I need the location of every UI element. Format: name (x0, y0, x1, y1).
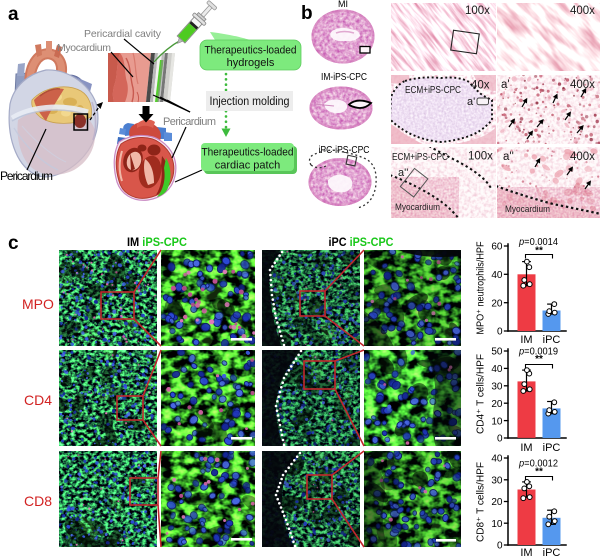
svg-text:MPO: MPO (22, 296, 54, 312)
svg-text:IM-iPS-CPC: IM-iPS-CPC (321, 72, 367, 83)
svg-text:a: a (8, 4, 19, 25)
svg-text:iPC-iPS-CPC: iPC-iPS-CPC (319, 145, 370, 156)
svg-text:Therapeutics-loaded: Therapeutics-loaded (202, 147, 294, 159)
svg-text:10: 10 (491, 416, 503, 427)
svg-text:0: 0 (497, 541, 503, 552)
svg-text:40: 40 (491, 454, 503, 465)
svg-text:Therapeutics-loaded: Therapeutics-loaded (205, 45, 297, 57)
svg-text:p=0.0014: p=0.0014 (518, 236, 558, 248)
svg-text:100x: 100x (465, 5, 490, 17)
svg-text:p=0.0012: p=0.0012 (518, 458, 558, 470)
svg-text:CD8: CD8 (24, 493, 52, 509)
svg-text:Myocardium: Myocardium (57, 42, 111, 54)
svg-text:CD4⁺ T cells/HPF: CD4⁺ T cells/HPF (476, 354, 487, 434)
svg-text:50: 50 (491, 347, 503, 358)
svg-text:20: 20 (491, 399, 503, 410)
svg-text:20: 20 (491, 497, 503, 508)
svg-text:40: 40 (491, 270, 503, 281)
svg-text:a': a' (467, 96, 475, 108)
svg-text:cardiac patch: cardiac patch (215, 160, 280, 172)
svg-text:Pericardium: Pericardium (0, 169, 53, 183)
svg-text:400x: 400x (570, 5, 595, 17)
svg-text:MPO⁺ neutrophils/HPF: MPO⁺ neutrophils/HPF (476, 242, 487, 335)
svg-text:c: c (8, 233, 19, 254)
svg-text:30: 30 (491, 475, 503, 486)
svg-text:60: 60 (491, 242, 503, 253)
svg-text:ECM+iPS-CPC: ECM+iPS-CPC (392, 152, 448, 163)
svg-text:Injection molding: Injection molding (210, 96, 290, 108)
svg-text:b: b (301, 3, 313, 24)
svg-text:iPC: iPC (543, 547, 561, 557)
svg-text:IM: IM (520, 547, 532, 557)
svg-text:400x: 400x (570, 79, 595, 91)
svg-text:iPC: iPC (543, 334, 561, 346)
svg-text:iPC: iPC (543, 442, 561, 454)
svg-text:IM: IM (520, 442, 532, 454)
svg-text:**: ** (535, 354, 543, 365)
svg-text:Pericardial cavity: Pericardial cavity (84, 28, 162, 40)
svg-text:a': a' (501, 79, 510, 91)
svg-text:20: 20 (491, 298, 503, 309)
svg-text:40x: 40x (471, 80, 490, 92)
svg-text:0: 0 (497, 327, 503, 338)
svg-text:Myocardium: Myocardium (505, 204, 550, 215)
svg-text:**: ** (535, 467, 543, 478)
svg-text:IM iPS-CPC: IM iPS-CPC (127, 237, 187, 249)
svg-text:hydrogels: hydrogels (227, 57, 275, 69)
svg-text:ECM+iPS-CPC: ECM+iPS-CPC (405, 85, 461, 96)
svg-text:iPC iPS-CPC: iPC iPS-CPC (329, 237, 394, 249)
svg-text:p=0.0019: p=0.0019 (518, 346, 558, 358)
svg-text:CD4: CD4 (24, 392, 52, 408)
svg-text:**: ** (535, 246, 543, 257)
svg-text:10: 10 (491, 519, 503, 530)
svg-text:Pericardium: Pericardium (163, 116, 216, 128)
svg-text:a'': a'' (398, 167, 408, 179)
svg-text:100x: 100x (468, 151, 493, 163)
svg-text:a'': a'' (503, 151, 514, 163)
svg-text:0: 0 (497, 434, 503, 445)
svg-text:IM: IM (520, 334, 532, 346)
svg-text:Myocardium: Myocardium (395, 202, 440, 213)
svg-text:CD8⁺ T cells/HPF: CD8⁺ T cells/HPF (476, 462, 487, 542)
svg-text:MI: MI (338, 0, 348, 10)
svg-text:40: 40 (491, 364, 503, 375)
svg-text:30: 30 (491, 382, 503, 393)
svg-text:400x: 400x (570, 151, 595, 163)
